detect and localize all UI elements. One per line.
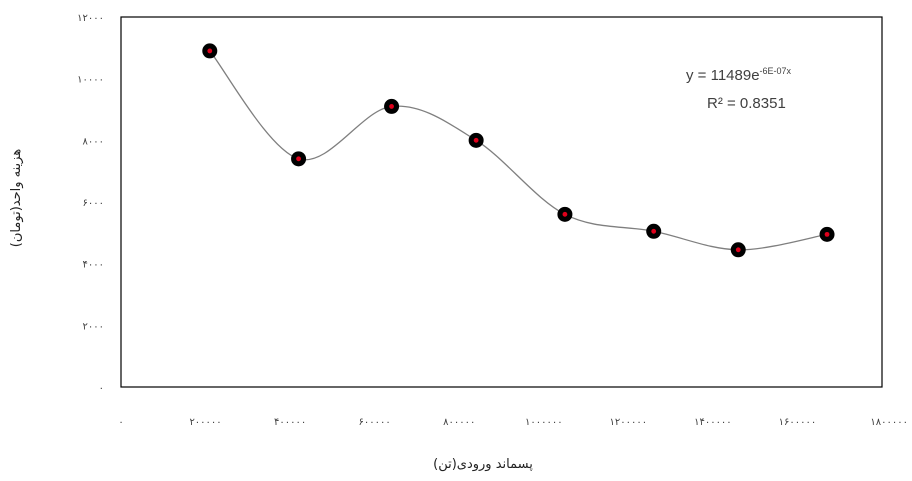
data-point — [819, 226, 835, 242]
x-tick-label: ۱۰۰۰۰۰۰ — [525, 417, 563, 428]
x-tick-label: ۰ — [118, 417, 123, 428]
data-point-center — [735, 247, 741, 253]
x-tick-label: ۸۰۰۰۰۰ — [443, 417, 475, 428]
trendline-r2: R² = 0.8351 — [707, 95, 786, 112]
trendline-equation: y = 11489e-6E-07x — [686, 66, 792, 84]
x-tick-label: ۲۰۰۰۰۰ — [189, 417, 221, 428]
x-axis-title: پسماند ورودی(تن) — [433, 457, 533, 472]
data-point — [384, 98, 400, 114]
y-tick-label: ۰ — [99, 383, 104, 394]
y-axis-ticks: ۰ ۲۰۰۰ ۴۰۰۰ ۶۰۰۰ ۸۰۰۰ ۱۰۰۰۰ ۱۲۰۰۰ — [77, 13, 104, 394]
y-tick-label: ۱۲۰۰۰ — [77, 13, 104, 24]
data-point-center — [651, 228, 657, 234]
data-point — [557, 206, 573, 222]
x-tick-label: ۶۰۰۰۰۰ — [359, 417, 391, 428]
data-point — [730, 242, 746, 258]
y-tick-label: ۴۰۰۰ — [83, 260, 104, 271]
y-tick-label: ۲۰۰۰ — [83, 321, 104, 332]
y-tick-label: ۸۰۰۰ — [83, 136, 104, 147]
data-point-center — [296, 156, 301, 162]
data-point — [468, 132, 484, 148]
data-point — [646, 223, 662, 239]
data-points — [202, 43, 835, 258]
y-tick-label: ۶۰۰۰ — [83, 198, 104, 209]
data-point — [291, 151, 307, 167]
data-point-center — [824, 231, 830, 237]
plot-frame — [120, 16, 883, 388]
data-point-center — [562, 211, 568, 217]
x-axis-ticks: ۰ ۲۰۰۰۰۰ ۴۰۰۰۰۰ ۶۰۰۰۰۰ ۸۰۰۰۰۰ ۱۰۰۰۰۰۰ ۱۲۰۰۰۰۰ ۱… — [118, 417, 908, 428]
x-tick-label: ۱۸۰۰۰۰۰ — [870, 417, 908, 428]
data-point-center — [389, 104, 394, 109]
x-tick-label: ۱۲۰۰۰۰۰ — [610, 417, 648, 428]
data-point — [202, 43, 218, 59]
data-point-center — [473, 137, 479, 143]
y-axis-title: هزینه واحد(تومان) — [9, 149, 24, 248]
x-tick-label: ۱۴۰۰۰۰۰ — [694, 417, 732, 428]
x-tick-label: ۱۶۰۰۰۰۰ — [779, 417, 817, 428]
y-tick-label: ۱۰۰۰۰ — [77, 75, 104, 86]
x-tick-label: ۴۰۰۰۰۰ — [274, 417, 306, 428]
data-point-center — [207, 48, 213, 54]
